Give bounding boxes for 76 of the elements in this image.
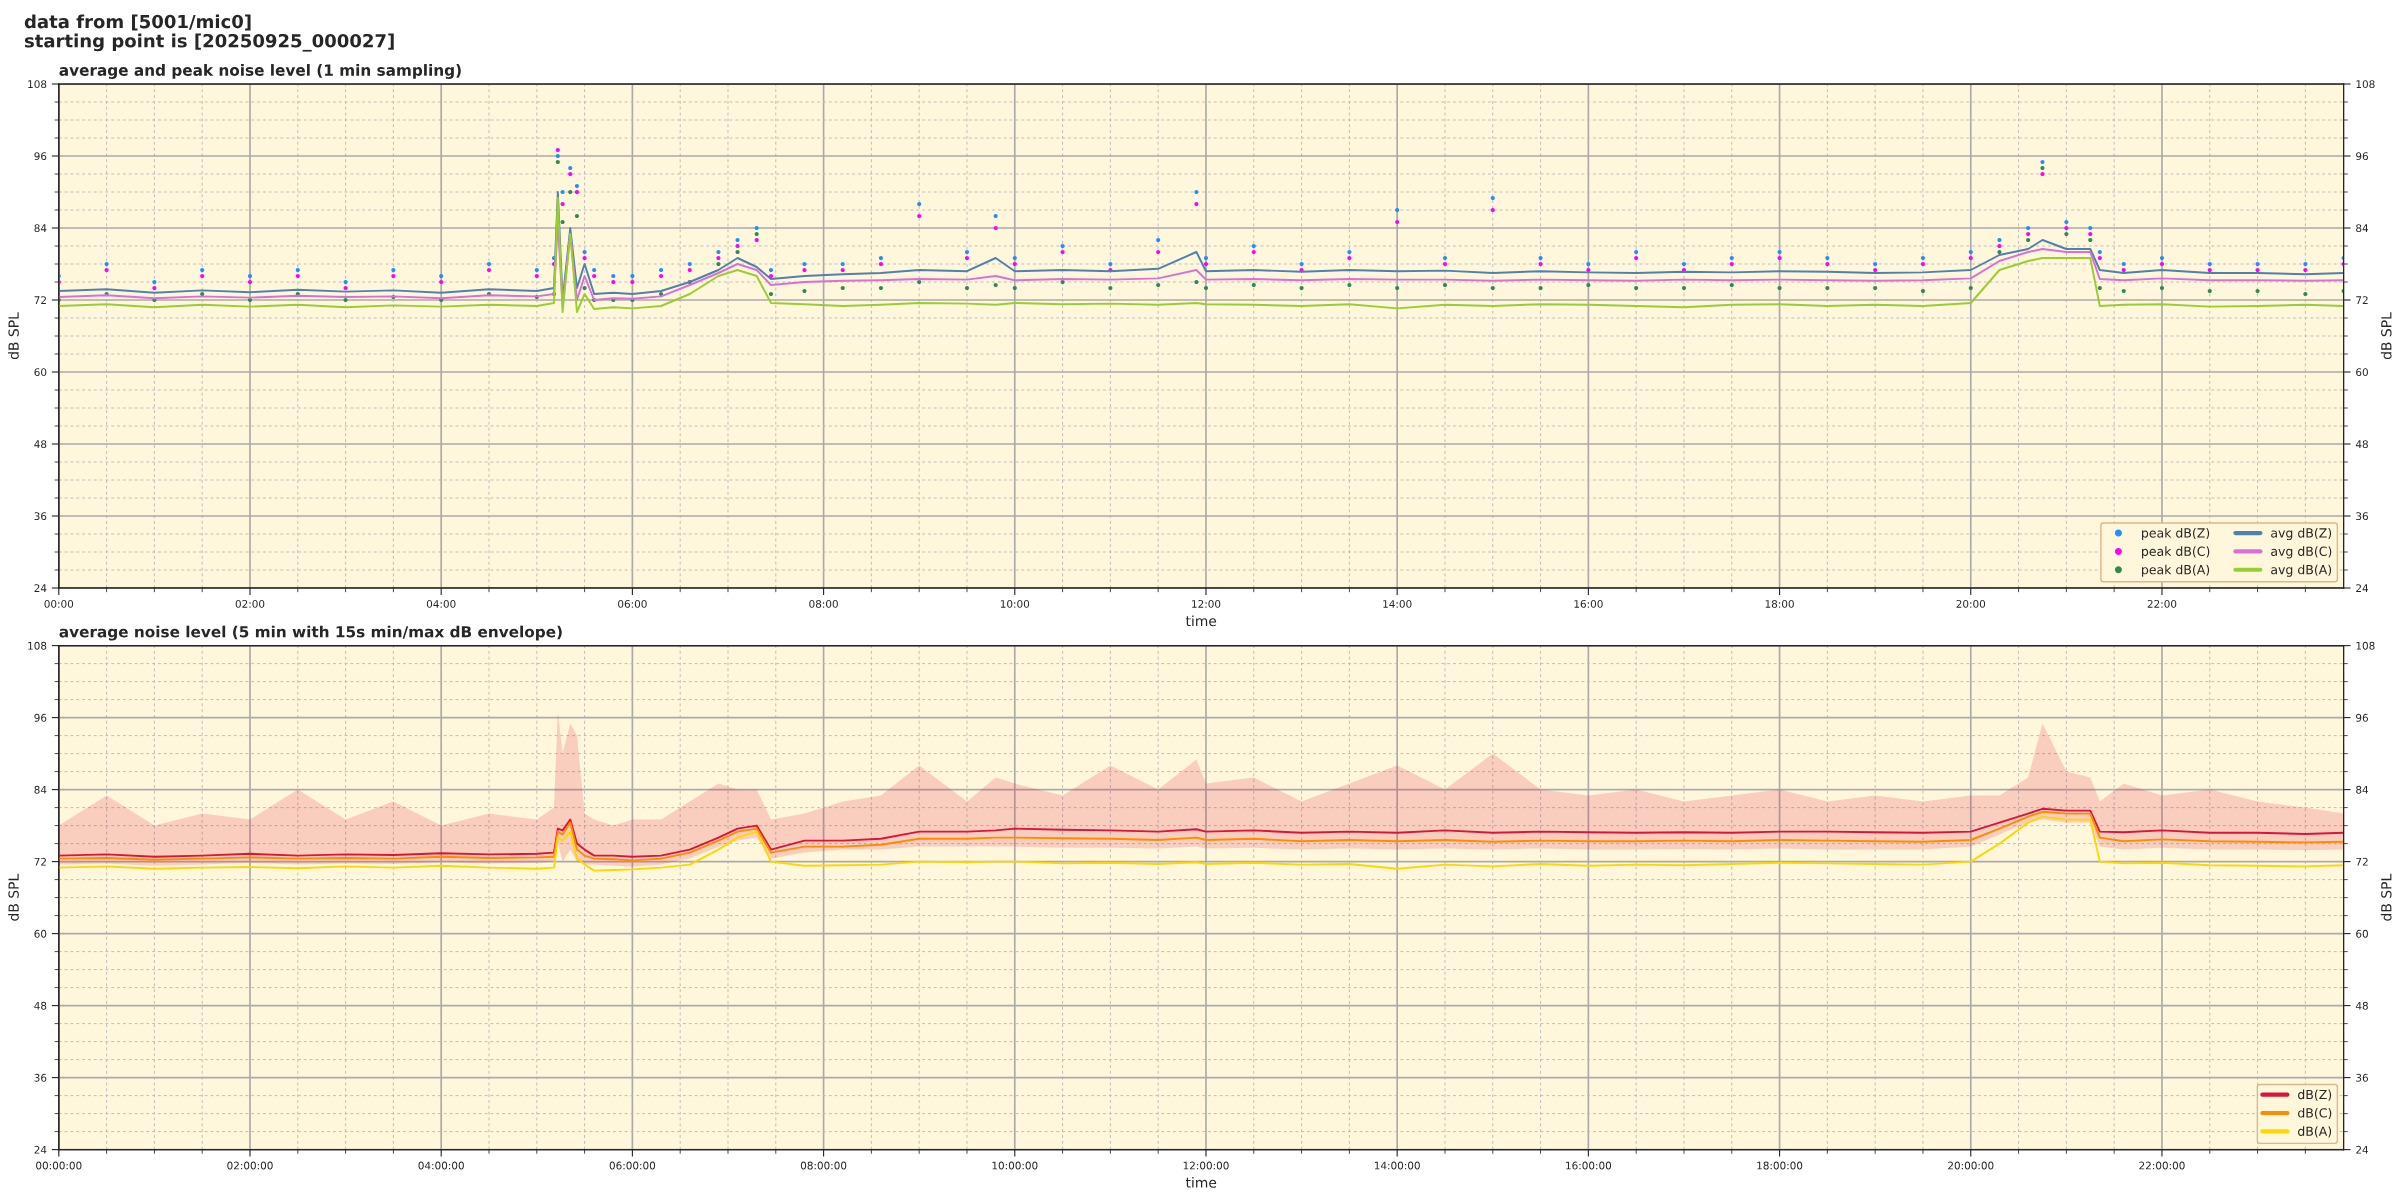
x-tick-label: 10:00 xyxy=(1000,599,1030,608)
y-tick-label: 24 xyxy=(34,584,47,592)
x-tick-label: 16:00 xyxy=(1574,599,1603,608)
y-tick-label: 48 xyxy=(34,440,47,449)
x-tick-label: 02:00 xyxy=(235,599,265,608)
chart-title: average noise level (5 min with 15s min/max dB envelope) xyxy=(59,625,562,641)
y2-tick-label: 24 xyxy=(2356,1145,2369,1154)
x-tick-label: 22:00:00 xyxy=(2139,1161,2185,1170)
legend-label: dB(Z) xyxy=(2298,1089,2332,1101)
legend-label: dB(C) xyxy=(2298,1107,2332,1120)
y2-tick-label: 60 xyxy=(2356,929,2368,938)
legend-label: avg dB(A) xyxy=(2271,564,2332,577)
y2-tick-label: 96 xyxy=(2356,152,2368,161)
y-tick-label: 60 xyxy=(34,929,47,938)
x-axis-title: time xyxy=(1185,1177,1217,1188)
x-tick-label: 18:00:00 xyxy=(1757,1161,1803,1170)
y-tick-label: 60 xyxy=(34,368,47,377)
y-tick-label: 24 xyxy=(34,1145,47,1154)
text: data from [5001/mic0] xyxy=(24,14,251,31)
y-axis-title: dB SPL xyxy=(8,312,19,360)
text: starting point is [20250925_000027] xyxy=(24,33,394,52)
y-tick-label: 108 xyxy=(28,641,47,650)
y-tick-label: 36 xyxy=(34,1073,47,1082)
y2-tick-label: 36 xyxy=(2356,512,2368,521)
legend-label: peak dB(Z) xyxy=(2142,527,2210,541)
x-tick-label: 08:00 xyxy=(809,599,838,608)
y2-tick-label: 84 xyxy=(2356,224,2369,233)
y-tick-label: 48 xyxy=(34,1001,47,1010)
y-tick-label: 84 xyxy=(34,785,47,794)
x-tick-label: 22:00 xyxy=(2147,599,2177,608)
y2-tick-label: 48 xyxy=(2355,1001,2368,1010)
x-tick-label: 18:00 xyxy=(1765,599,1794,608)
x-tick-label: 00:00 xyxy=(44,599,74,608)
y2-tick-label: 96 xyxy=(2356,713,2368,722)
x-tick-label: 04:00:00 xyxy=(418,1161,464,1170)
x-tick-label: 00:00:00 xyxy=(36,1161,82,1170)
x-tick-label: 08:00:00 xyxy=(800,1161,847,1170)
x-tick-label: 12:00 xyxy=(1192,599,1221,608)
y-tick-label: 36 xyxy=(34,512,47,521)
y-tick-label: 96 xyxy=(34,152,47,161)
y-tick-label: 108 xyxy=(28,80,47,89)
legend-label: avg dB(C) xyxy=(2271,546,2332,559)
y-tick-label: 72 xyxy=(34,296,46,304)
line-series xyxy=(58,815,2344,872)
y-tick-label: 96 xyxy=(34,713,47,722)
x-tick-label: 14:00:00 xyxy=(1374,1161,1420,1170)
y2-tick-label: 72 xyxy=(2356,296,2368,304)
x-tick-label: 10:00:00 xyxy=(992,1161,1038,1170)
y2-tick-label: 36 xyxy=(2356,1073,2368,1082)
x-tick-label: 12:00:00 xyxy=(1183,1161,1229,1170)
x-tick-label: 06:00:00 xyxy=(609,1161,656,1170)
legend-label: dB(A) xyxy=(2298,1126,2332,1138)
x-tick-label: 02:00:00 xyxy=(227,1161,273,1170)
legend-label: peak dB(C) xyxy=(2142,546,2210,559)
y-tick-label: 84 xyxy=(34,224,47,233)
y2-axis-title: dB SPL xyxy=(2380,312,2392,360)
x-tick-label: 20:00 xyxy=(1956,599,1986,608)
y2-tick-label: 48 xyxy=(2355,440,2368,449)
y-axis-title: dB SPL xyxy=(8,873,19,921)
chart-title: average and peak noise level (1 min sampling) xyxy=(59,64,461,79)
y2-tick-label: 108 xyxy=(2356,80,2375,89)
legend-label: peak dB(A) xyxy=(2142,564,2210,577)
legend-label: avg dB(Z) xyxy=(2271,527,2332,541)
y2-tick-label: 60 xyxy=(2356,368,2368,377)
x-axis-title: time xyxy=(1185,615,1217,627)
x-tick-label: 20:00:00 xyxy=(1948,1161,1994,1170)
y2-tick-label: 84 xyxy=(2356,785,2369,794)
x-tick-label: 16:00:00 xyxy=(1566,1161,1612,1170)
y2-tick-label: 24 xyxy=(2356,584,2369,592)
x-tick-label: 14:00 xyxy=(1383,599,1412,608)
y2-axis-title: dB SPL xyxy=(2380,873,2392,921)
y2-tick-label: 72 xyxy=(2356,857,2368,866)
x-tick-label: 06:00 xyxy=(618,599,647,608)
x-tick-label: 04:00 xyxy=(426,599,456,608)
y2-tick-label: 108 xyxy=(2356,641,2375,650)
y-tick-label: 72 xyxy=(34,857,46,866)
